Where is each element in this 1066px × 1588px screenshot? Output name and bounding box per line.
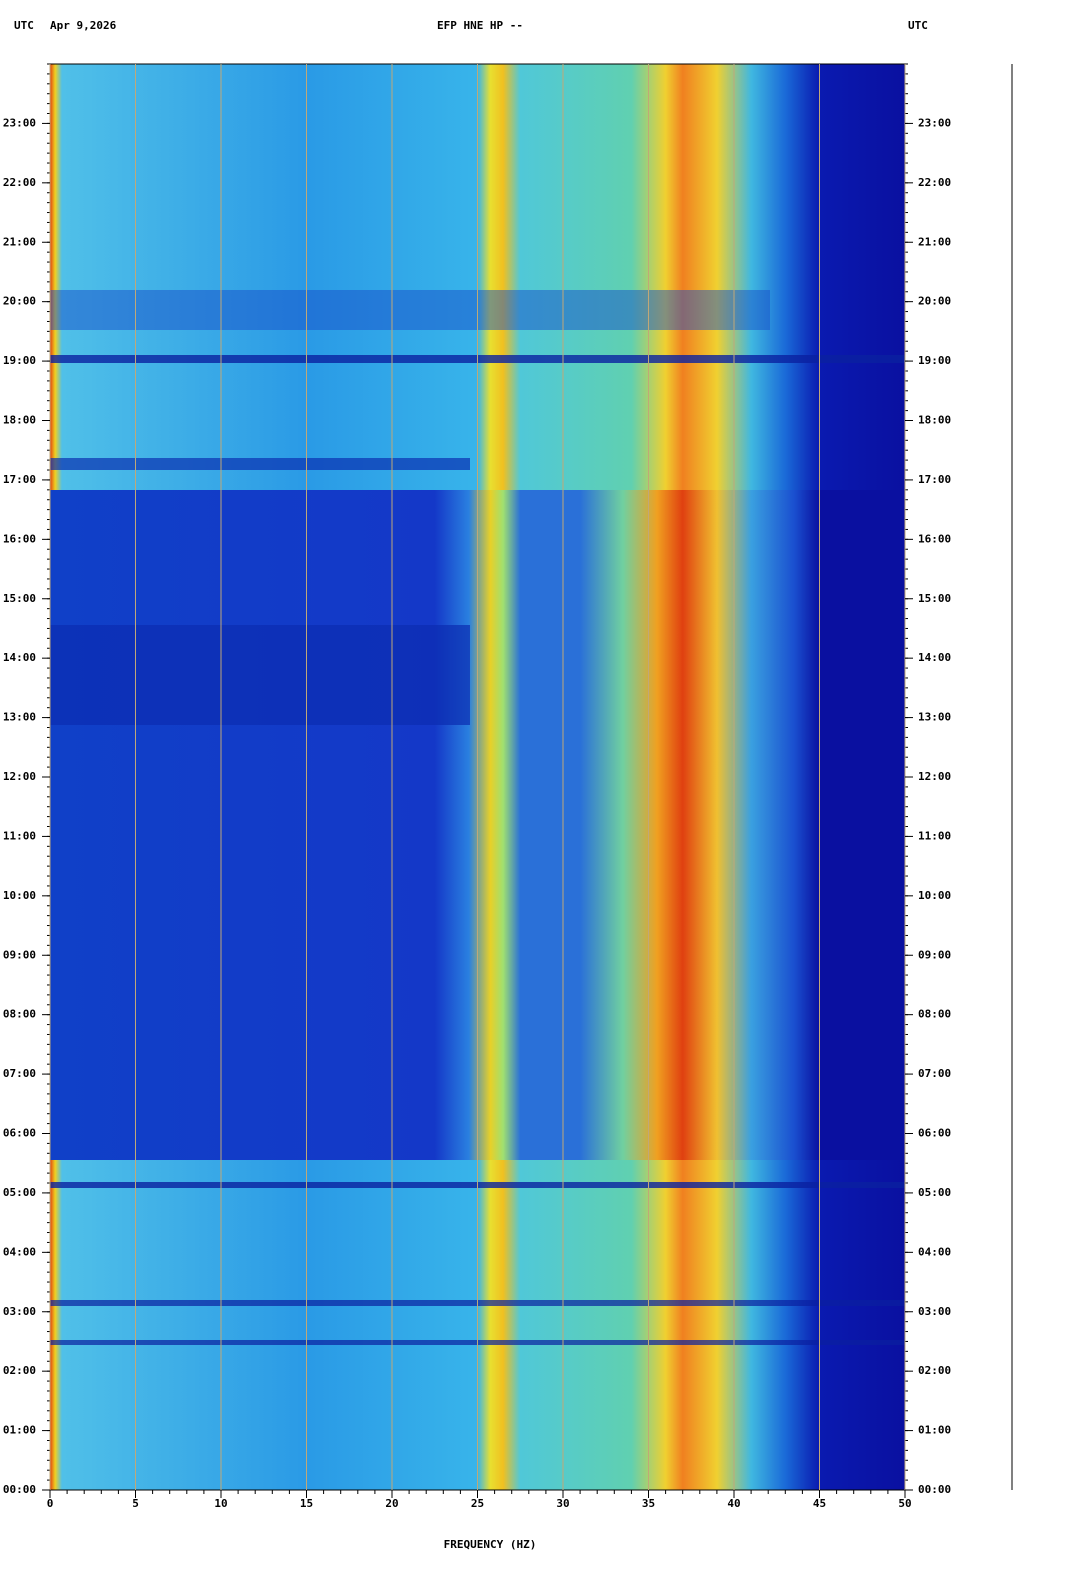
y-tick-label: 17:00	[918, 473, 951, 486]
x-tick-label: 5	[132, 1497, 139, 1510]
y-tick-label: 08:00	[918, 1008, 951, 1021]
y-tick-label: 10:00	[3, 889, 36, 902]
y-tick-label: 07:00	[3, 1067, 36, 1080]
y-tick-label: 03:00	[3, 1305, 36, 1318]
y-tick-label: 13:00	[3, 711, 36, 724]
y-tick-label: 16:00	[3, 532, 36, 545]
y-tick-label: 23:00	[918, 116, 951, 129]
y-tick-label: 11:00	[3, 829, 36, 842]
y-tick-label: 23:00	[3, 116, 36, 129]
y-tick-label: 04:00	[3, 1245, 36, 1258]
y-tick-label: 15:00	[3, 592, 36, 605]
y-tick-label: 20:00	[918, 295, 951, 308]
y-tick-label: 01:00	[918, 1424, 951, 1437]
x-tick-label: 40	[727, 1497, 740, 1510]
y-tick-label: 18:00	[918, 414, 951, 427]
y-tick-label: 12:00	[918, 770, 951, 783]
x-tick-label: 35	[642, 1497, 655, 1510]
y-tick-label: 01:00	[3, 1424, 36, 1437]
y-tick-label: 18:00	[3, 414, 36, 427]
spectral-band	[50, 625, 470, 725]
x-tick-label: 10	[214, 1497, 227, 1510]
y-tick-label: 21:00	[918, 235, 951, 248]
y-tick-label: 13:00	[918, 711, 951, 724]
y-tick-label: 15:00	[918, 592, 951, 605]
time-zone: UTC	[908, 19, 928, 32]
y-tick-label: 14:00	[3, 651, 36, 664]
y-tick-label: 11:00	[918, 829, 951, 842]
y-tick-label: 09:00	[3, 948, 36, 961]
y-tick-label: 05:00	[3, 1186, 36, 1199]
y-tick-label: 17:00	[3, 473, 36, 486]
y-tick-label: 20:00	[3, 295, 36, 308]
y-tick-label: 03:00	[918, 1305, 951, 1318]
y-tick-label: 06:00	[918, 1127, 951, 1140]
y-tick-label: 05:00	[918, 1186, 951, 1199]
x-axis-label: FREQUENCY (HZ)	[444, 1538, 537, 1551]
x-tick-label: 15	[300, 1497, 313, 1510]
y-tick-label: 00:00	[3, 1483, 36, 1496]
noise-stripe	[50, 458, 470, 470]
y-tick-label: 21:00	[3, 235, 36, 248]
x-tick-label: 50	[898, 1497, 911, 1510]
y-tick-label: 22:00	[3, 176, 36, 189]
x-tick-label: 45	[813, 1497, 826, 1510]
x-tick-label: 20	[385, 1497, 398, 1510]
y-tick-label: 16:00	[918, 532, 951, 545]
y-tick-label: 12:00	[3, 770, 36, 783]
time-zone: UTC	[14, 19, 34, 32]
y-tick-label: 19:00	[918, 354, 951, 367]
y-tick-label: 07:00	[918, 1067, 951, 1080]
y-tick-label: 19:00	[3, 354, 36, 367]
y-tick-label: 14:00	[918, 651, 951, 664]
chart-title: EFP HNE HP --	[437, 19, 523, 32]
x-tick-label: 25	[471, 1497, 484, 1510]
date: Apr 9,2026	[50, 19, 117, 32]
y-tick-label: 02:00	[3, 1364, 36, 1377]
y-tick-label: 06:00	[3, 1127, 36, 1140]
y-tick-label: 02:00	[918, 1364, 951, 1377]
y-tick-label: 00:00	[918, 1483, 951, 1496]
y-tick-label: 10:00	[918, 889, 951, 902]
x-tick-label: 30	[556, 1497, 569, 1510]
noise-stripe	[50, 290, 770, 330]
y-tick-label: 04:00	[918, 1245, 951, 1258]
y-tick-label: 08:00	[3, 1008, 36, 1021]
y-tick-label: 22:00	[918, 176, 951, 189]
x-tick-label: 0	[47, 1497, 54, 1510]
y-tick-label: 09:00	[918, 948, 951, 961]
